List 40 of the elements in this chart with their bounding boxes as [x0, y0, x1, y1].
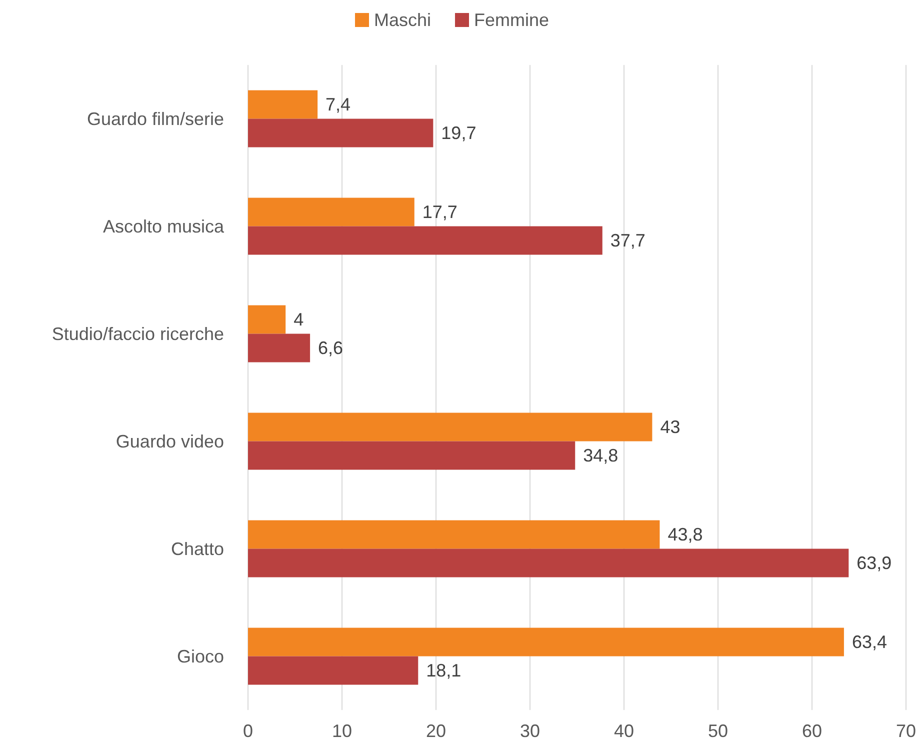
- data-label: 63,4: [852, 632, 888, 652]
- data-label: 63,9: [856, 552, 892, 573]
- data-label: 7,4: [326, 94, 351, 115]
- y-tick-label: Gioco: [176, 646, 224, 666]
- x-tick-label: 30: [520, 721, 540, 741]
- data-label: 17,7: [422, 202, 458, 222]
- y-tick-label: Chatto: [170, 538, 224, 559]
- x-tick-label: 50: [708, 721, 728, 741]
- bar: [248, 90, 318, 119]
- bar: [248, 520, 660, 549]
- bar: [248, 441, 576, 470]
- data-label: 37,7: [610, 230, 646, 250]
- data-label: 18,1: [426, 660, 462, 680]
- x-tick-label: 10: [332, 721, 352, 741]
- data-label: 4: [294, 310, 304, 330]
- data-label: 6,6: [318, 338, 344, 358]
- bar: [248, 656, 418, 685]
- x-tick-label: 60: [802, 721, 822, 741]
- x-tick-label: 70: [896, 721, 916, 741]
- bar: [248, 628, 844, 656]
- data-label: 43,8: [668, 524, 703, 545]
- y-tick-label: Studio/faccio ricerche: [52, 324, 224, 344]
- data-label: 34,8: [583, 445, 618, 466]
- bar: [248, 305, 286, 334]
- legend-label: Femmine: [474, 10, 550, 30]
- data-label: 19,7: [441, 122, 476, 143]
- legend-label: Maschi: [374, 10, 432, 30]
- data-label: 43: [660, 417, 680, 438]
- bar: [248, 548, 849, 578]
- bar: [248, 198, 414, 226]
- x-tick-label: 20: [426, 721, 446, 741]
- y-tick-label: Ascolto musica: [102, 216, 225, 236]
- y-tick-label: Guardo video: [116, 431, 224, 452]
- bar: [248, 334, 310, 362]
- x-tick-label: 0: [242, 721, 254, 741]
- bar: [248, 118, 434, 148]
- y-tick-label: Guardo film/serie: [86, 108, 224, 129]
- x-tick-label: 40: [614, 721, 634, 741]
- bar: [248, 226, 602, 255]
- bar: [248, 412, 652, 442]
